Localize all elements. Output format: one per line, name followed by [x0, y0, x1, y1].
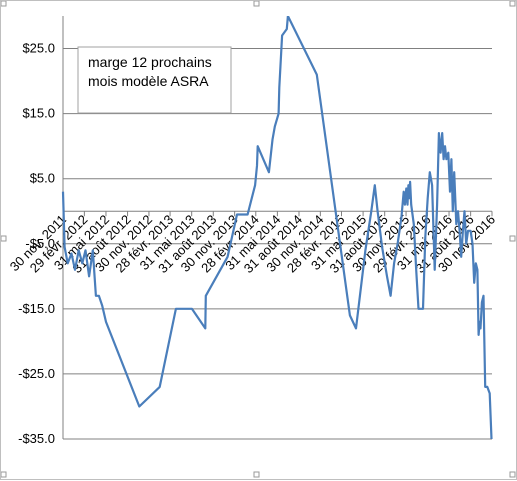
legend-text-line-1: marge 12 prochains	[88, 54, 212, 70]
y-tick-label: $5.0	[30, 171, 55, 186]
resize-handle[interactable]	[1, 471, 7, 478]
resize-handle[interactable]	[509, 471, 516, 478]
resize-handle[interactable]	[1, 1, 7, 7]
y-tick-label: -$25.0	[18, 366, 55, 381]
y-tick-label: -$5.0	[25, 236, 55, 251]
legend-box: marge 12 prochains mois modèle ASRA	[77, 46, 232, 114]
gridlines	[62, 16, 492, 440]
resize-handle[interactable]	[509, 235, 516, 242]
y-tick-label: -$35.0	[18, 431, 55, 446]
legend-text-line-2: mois modèle ASRA	[88, 73, 209, 89]
resize-handle[interactable]	[253, 471, 260, 478]
y-tick-label: $15.0	[22, 106, 55, 121]
series-line-0	[61, 16, 493, 440]
y-tick-label: $25.0	[22, 41, 55, 56]
resize-handle[interactable]	[253, 1, 260, 7]
resize-handle[interactable]	[509, 1, 516, 7]
resize-handle[interactable]	[1, 235, 7, 242]
series-group	[61, 16, 493, 440]
y-tick-label: -$15.0	[18, 301, 55, 316]
legend-rect	[77, 46, 232, 114]
y-axis-labels: $25.0 $15.0 $5.0 -$5.0 -$15.0 -$25.0 -$35.0	[18, 41, 55, 446]
